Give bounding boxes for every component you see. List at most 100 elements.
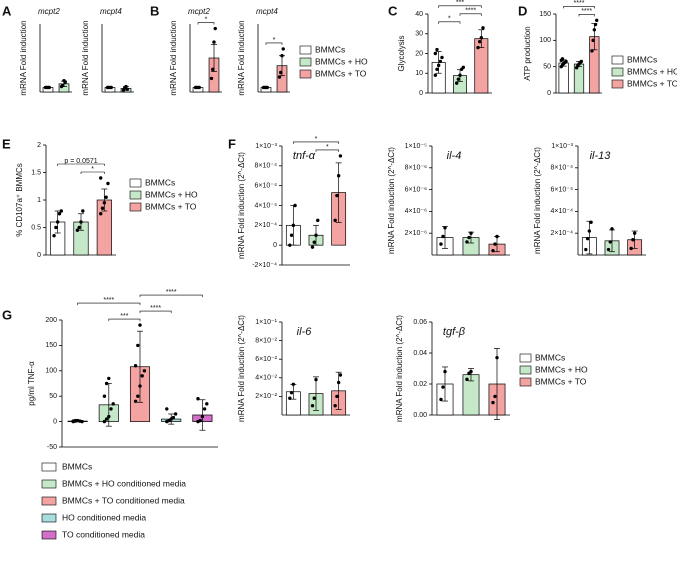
- legend-swatch: [129, 202, 142, 212]
- chart-title: tgf-β: [443, 326, 466, 338]
- data-point: [277, 75, 282, 79]
- data-point: [433, 73, 438, 77]
- data-point: [579, 59, 584, 64]
- y-tick-label: 100: [45, 368, 57, 375]
- y-axis-label: mRNA Fold induction: [81, 20, 90, 95]
- data-point: [435, 67, 439, 72]
- significance-label: *: [205, 16, 208, 23]
- data-point: [288, 243, 292, 247]
- data-point: [589, 220, 593, 224]
- legend-label: BMMCs + HO conditioned media: [62, 478, 186, 488]
- y-tick-label: 20: [415, 50, 423, 57]
- significance-bracket: [438, 21, 461, 24]
- data-point: [291, 382, 296, 387]
- legend-swatch: [129, 178, 142, 188]
- legend-swatch: [41, 496, 57, 506]
- panel-label: F: [228, 136, 236, 151]
- data-point: [165, 407, 169, 411]
- chart-title: il-6: [297, 326, 313, 338]
- data-point: [211, 67, 215, 72]
- y-tick-label: 1.5: [31, 169, 41, 176]
- significance-bracket: [108, 318, 141, 322]
- data-point: [171, 415, 176, 420]
- data-point: [79, 220, 83, 224]
- y-tick-label: -50: [47, 444, 57, 451]
- y-tick-label: 8×10⁻²: [255, 337, 277, 344]
- legend-swatch: [519, 377, 532, 387]
- data-point: [288, 396, 292, 400]
- data-point: [54, 225, 58, 230]
- significance-label: ***: [456, 0, 464, 7]
- data-point: [436, 63, 441, 68]
- data-point: [592, 28, 597, 32]
- legend-swatch: [611, 55, 624, 65]
- data-point: [104, 417, 109, 421]
- data-point: [75, 228, 80, 232]
- y-tick-label: 0.06: [413, 319, 427, 326]
- data-point: [479, 36, 484, 40]
- legend-swatch: [519, 365, 532, 375]
- y-tick-label: 2×10⁻²: [255, 393, 277, 400]
- legend-label: HO conditioned media: [62, 512, 146, 522]
- significance-bracket: [293, 141, 339, 144]
- data-point: [104, 195, 108, 199]
- legend-swatch: [41, 479, 57, 489]
- y-tick-label: 1×10⁻¹: [255, 319, 277, 326]
- data-point: [80, 419, 84, 424]
- data-point: [205, 402, 209, 406]
- data-point: [107, 414, 111, 419]
- data-point: [198, 418, 202, 423]
- data-point: [560, 57, 565, 61]
- legend-swatch: [129, 190, 142, 200]
- data-point: [200, 414, 205, 419]
- data-point: [564, 59, 568, 64]
- legend-label: BMMCs: [535, 352, 565, 362]
- y-tick-label: 1: [37, 197, 41, 204]
- data-point: [608, 240, 612, 244]
- y-tick-label: 4×10⁻⁴: [255, 202, 277, 209]
- chart-title: mcpt2: [38, 7, 60, 16]
- data-point: [107, 376, 111, 381]
- y-tick-label: 40: [415, 11, 423, 18]
- data-point: [109, 85, 113, 90]
- data-point: [441, 385, 445, 389]
- y-tick-label: 8×10⁻⁶: [405, 165, 427, 172]
- data-point: [338, 373, 343, 377]
- data-point: [606, 247, 611, 252]
- legend-label: BMMCs + TO: [145, 201, 197, 211]
- data-point: [477, 39, 482, 44]
- significance-label: ****: [103, 297, 114, 304]
- legend-swatch: [299, 69, 312, 79]
- significance-bracket: [197, 22, 215, 25]
- data-point: [59, 209, 63, 213]
- chart-title: il-4: [447, 150, 462, 162]
- data-point: [289, 390, 294, 395]
- y-tick-label: 0.00: [413, 412, 427, 419]
- data-point: [57, 212, 62, 216]
- data-point: [495, 234, 499, 239]
- data-point: [133, 399, 138, 403]
- chart-title: mcpt4: [100, 7, 122, 16]
- y-tick-label: 150: [45, 342, 57, 349]
- data-point: [310, 404, 315, 408]
- legend-label: BMMCs + TO conditioned media: [62, 495, 185, 505]
- data-point: [136, 343, 140, 348]
- y-tick-label: 0: [37, 252, 41, 259]
- data-point: [52, 234, 56, 238]
- data-point: [629, 246, 633, 251]
- data-point: [587, 229, 592, 233]
- y-tick-label: 2×10⁻⁴: [551, 230, 573, 237]
- data-point: [491, 400, 495, 405]
- data-point: [140, 374, 144, 378]
- data-point: [336, 174, 341, 178]
- legend-label: BMMCs + HO: [315, 56, 368, 66]
- data-point: [454, 81, 459, 85]
- data-point: [595, 18, 599, 23]
- data-point: [99, 212, 103, 216]
- legend-label: BMMCs: [627, 54, 657, 64]
- data-point: [281, 47, 285, 51]
- legend-label: TO conditioned media: [62, 529, 145, 539]
- data-point: [465, 240, 469, 244]
- significance-label: ****: [581, 8, 592, 15]
